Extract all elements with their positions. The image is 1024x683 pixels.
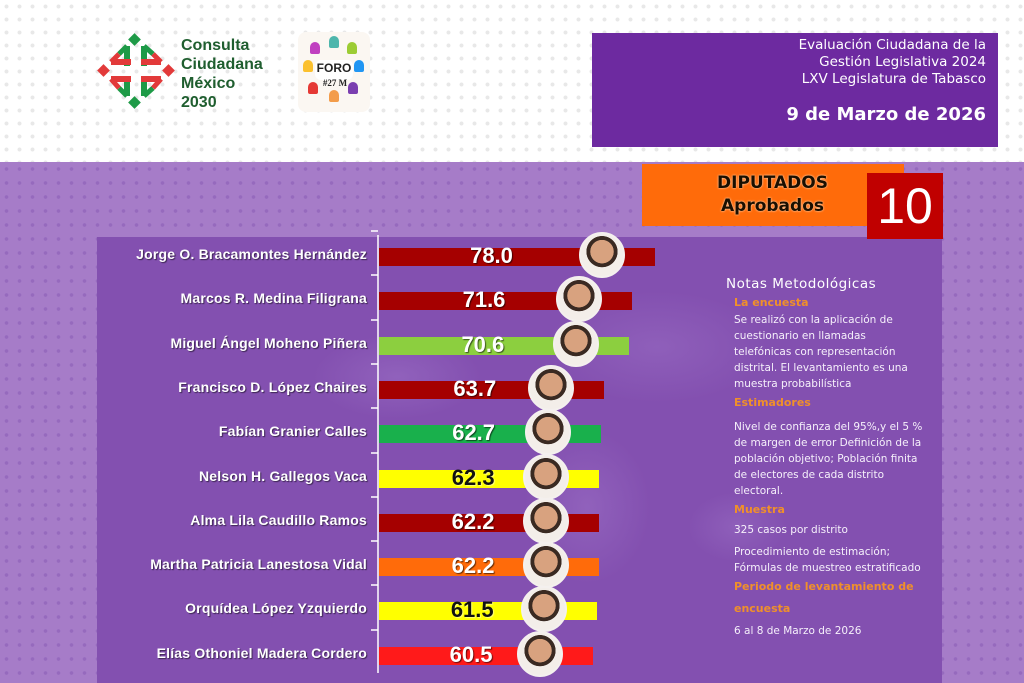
deputy-photo-icon [552, 320, 599, 367]
notes-heading-periodo: Periodo de levantamiento de encuesta [734, 580, 914, 615]
foro-label: FORO [315, 60, 353, 80]
chart-row: Nelson H. Gallegos Vaca 62.3 [97, 453, 697, 500]
deputy-name: Alma Lila Caudillo Ramos [190, 511, 367, 528]
banner-line-2: Aprobados [721, 196, 824, 216]
deputy-name: Nelson H. Gallegos Vaca [199, 467, 367, 484]
score-value: 61.5 [450, 597, 494, 623]
logo-line-4: 2030 [181, 94, 217, 111]
chart-row: Martha Patricia Lanestosa Vidal 62.2 [97, 542, 697, 589]
consulta-ciudadana-logo-icon [97, 33, 175, 109]
deputy-photo-icon [524, 409, 571, 456]
axis-tick [371, 495, 378, 498]
deputy-name: Francisco D. López Chaires [178, 378, 367, 395]
axis-tick [371, 274, 378, 277]
notes-text-procedimiento: Procedimiento de estimación; Fórmulas de… [734, 546, 921, 574]
score-value: 63.7 [453, 375, 497, 401]
score-value: 60.5 [449, 641, 493, 667]
deputy-photo-icon [579, 232, 625, 278]
score-value: 62.3 [451, 464, 495, 490]
chart-axis [377, 235, 379, 673]
chart-row: Alma Lila Caudillo Ramos 62.2 [97, 497, 697, 544]
axis-tick [371, 230, 378, 232]
header: Consulta Ciudadana México 2030 FORO #27 … [0, 0, 1024, 162]
axis-tick [371, 540, 378, 543]
banner [642, 164, 904, 226]
axis-tick [371, 628, 378, 631]
approved-count: 10 [867, 173, 943, 239]
score-value: 62.2 [451, 553, 495, 579]
deputy-photo-icon [523, 453, 570, 500]
notes-text-encuesta: Se realizó con la aplicación de cuestion… [734, 314, 908, 390]
logo-line-2: Ciudadana [181, 56, 263, 73]
chart-row: Orquídea López Yzquierdo 61.5 [97, 586, 697, 633]
deputy-name: Orquídea López Yzquierdo [185, 600, 367, 617]
chart-row: Fabían Granier Calles 62.7 [97, 409, 697, 456]
chart-row: Miguel Ángel Moheno Piñera 70.6 [97, 320, 697, 367]
title-line-1: Evaluación Ciudadana de la [798, 37, 986, 53]
deputy-photo-icon [556, 276, 603, 323]
notes-text-muestra: 325 casos por distrito [734, 524, 848, 536]
score-value: 70.6 [461, 331, 505, 357]
methodology-notes: Notas Metodológicas La encuesta Se reali… [726, 276, 926, 639]
deputy-name: Elías Othoniel Madera Cordero [156, 644, 367, 661]
notes-text-periodo: 6 al 8 de Marzo de 2026 [734, 625, 862, 637]
axis-tick [371, 451, 378, 454]
notes-heading-encuesta: La encuesta [734, 296, 809, 309]
deputy-photo-icon [528, 364, 575, 411]
foro-logo-icon: FORO #27 M [298, 32, 370, 112]
deputy-photo-icon [520, 586, 567, 633]
notes-title: Notas Metodológicas [726, 276, 877, 292]
banner-line-1: DIPUTADOS [717, 173, 828, 193]
banner-title: DIPUTADOS Aprobados [700, 172, 845, 218]
deputy-photo-icon [523, 542, 570, 589]
chart-row: Jorge O. Bracamontes Hernández 78.0 [97, 232, 697, 278]
deputy-name: Fabían Granier Calles [218, 423, 367, 440]
notes-heading-estimadores: Estimadores [734, 396, 811, 409]
score-value: 62.2 [451, 508, 495, 534]
deputy-name: Martha Patricia Lanestosa Vidal [150, 556, 367, 573]
logo-line-3: México [181, 75, 236, 92]
score-value: 71.6 [462, 287, 506, 313]
title-box: Evaluación Ciudadana de la Gestión Legis… [592, 33, 998, 147]
axis-tick [371, 584, 378, 587]
chart-row: Francisco D. López Chaires 63.7 [97, 364, 697, 411]
chart-row: Marcos R. Medina Filigrana 71.6 [97, 276, 697, 323]
title-line-2: Gestión Legislativa 2024 [819, 54, 986, 70]
deputy-photo-icon [517, 630, 564, 677]
deputy-name: Jorge O. Bracamontes Hernández [136, 246, 367, 262]
deputy-name: Marcos R. Medina Filigrana [180, 290, 367, 307]
axis-tick [371, 407, 378, 410]
report-date: 9 de Marzo de 2026 [786, 104, 986, 125]
deputy-photo-icon [523, 497, 570, 544]
notes-text-estimadores: Nivel de confianza del 95%,y el 5 % de m… [734, 421, 923, 497]
score-value: 62.7 [452, 420, 496, 446]
foro-sublabel: #27 M [322, 78, 348, 88]
score-value: 78.0 [470, 243, 513, 268]
title-line-3: LXV Legislatura de Tabasco [801, 71, 986, 87]
axis-tick [371, 318, 378, 321]
notes-heading-muestra: Muestra [734, 503, 785, 516]
chart-row: Elías Othoniel Madera Cordero 60.5 [97, 630, 697, 677]
logo-text: Consulta Ciudadana México 2030 [181, 36, 263, 112]
deputy-name: Miguel Ángel Moheno Piñera [170, 334, 367, 351]
axis-tick [371, 362, 378, 365]
logo-line-1: Consulta [181, 37, 250, 54]
